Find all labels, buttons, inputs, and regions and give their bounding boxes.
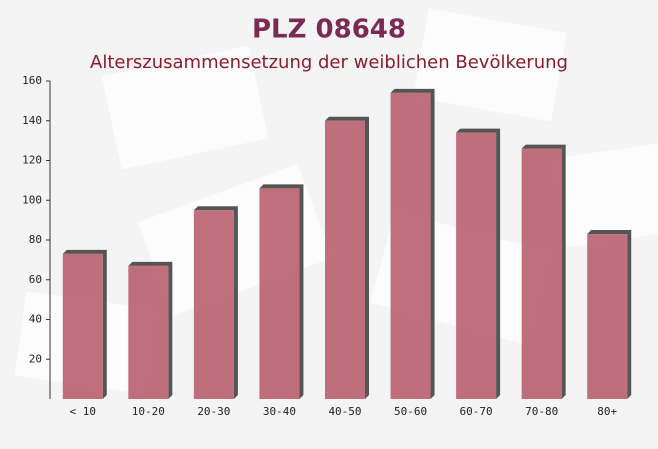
x-tick-label: 40-50 bbox=[328, 405, 361, 418]
bar bbox=[325, 120, 365, 399]
x-tick-label: 30-40 bbox=[263, 405, 296, 418]
y-tick-label: 120 bbox=[22, 154, 42, 167]
y-tick-label: 160 bbox=[22, 74, 42, 87]
y-tick-label: 40 bbox=[29, 313, 42, 326]
chart-subtitle: Alterszusammensetzung der weiblichen Bev… bbox=[90, 52, 568, 73]
bar bbox=[521, 148, 562, 399]
y-tick-label: 80 bbox=[29, 233, 42, 246]
x-tick-label: 10-20 bbox=[132, 405, 165, 418]
x-tick-label: 50-60 bbox=[394, 405, 427, 418]
x-tick-label: 70-80 bbox=[525, 405, 558, 418]
bar bbox=[456, 132, 497, 400]
y-tick-label: 100 bbox=[22, 193, 42, 206]
x-tick-label: 20-30 bbox=[197, 405, 230, 418]
y-tick-label: 60 bbox=[29, 273, 42, 286]
bar bbox=[62, 253, 103, 399]
y-tick-label: 140 bbox=[22, 114, 42, 127]
bar bbox=[128, 265, 169, 399]
x-tick-label: < 10 bbox=[70, 405, 97, 418]
x-tick-label: 60-70 bbox=[460, 405, 493, 418]
chart-title: PLZ 08648 bbox=[252, 15, 406, 45]
bar bbox=[587, 234, 628, 399]
bar bbox=[193, 210, 234, 399]
x-tick-label: 80+ bbox=[597, 405, 617, 418]
bar bbox=[390, 92, 431, 400]
y-tick-label: 20 bbox=[29, 352, 42, 365]
bar bbox=[259, 188, 300, 399]
